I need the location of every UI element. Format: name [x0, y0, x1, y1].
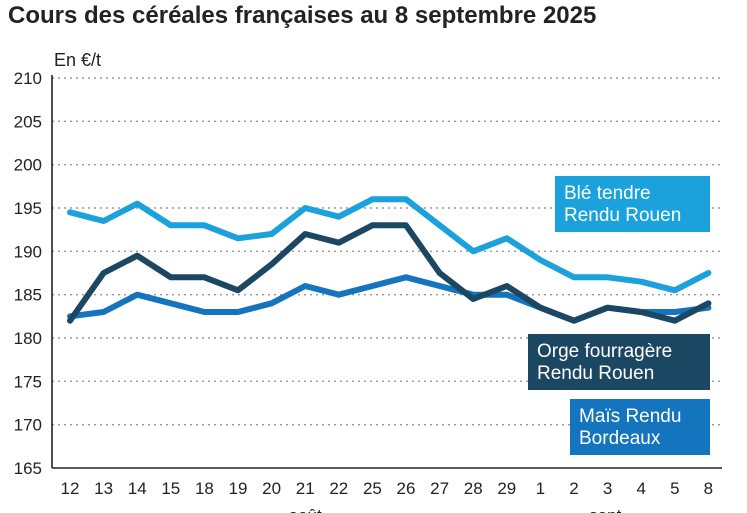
y-tick-label: 175: [14, 372, 42, 391]
x-tick-label: 28: [464, 479, 483, 498]
month-label: août: [289, 506, 322, 513]
y-tick-label: 180: [14, 329, 42, 348]
x-tick-label: 26: [397, 479, 416, 498]
x-tick-label: 5: [670, 479, 679, 498]
y-axis-unit-label: En €/t: [54, 50, 101, 70]
x-tick-label: 13: [94, 479, 113, 498]
legend-text: Maïs Rendu: [579, 406, 681, 427]
legend-text: Orge fourragère: [537, 341, 672, 362]
y-tick-label: 205: [14, 112, 42, 131]
series-line-2: [67, 222, 712, 324]
chart-title: Cours des céréales françaises au 8 septe…: [8, 2, 597, 29]
x-tick-label: 8: [704, 479, 713, 498]
legend-text: Blé tendre: [564, 183, 651, 204]
y-tick-label: 165: [14, 459, 42, 478]
x-tick-label: 3: [603, 479, 612, 498]
x-tick-label: 14: [128, 479, 147, 498]
y-tick-label: 195: [14, 199, 42, 218]
legend-box-1: [555, 176, 710, 232]
legend-box-3: [570, 399, 710, 455]
month-labels: août sept.: [289, 506, 626, 513]
x-tick-label: 2: [569, 479, 578, 498]
x-tick-label: 25: [363, 479, 382, 498]
x-tick-label: 29: [497, 479, 516, 498]
y-tick-label: 200: [14, 156, 42, 175]
y-tick-label: 185: [14, 286, 42, 305]
x-tick-labels: 12 13 14 15 18 19 20 21 22 25 26 27 28 29 1 2 3 4 5 8: [61, 479, 714, 498]
x-tick-label: 15: [161, 479, 180, 498]
y-tick-label: 170: [14, 416, 42, 435]
y-tick-label: 210: [14, 69, 42, 88]
y-tick-labels: 165 170 175 180 185 190 195 200 205 210: [14, 69, 42, 478]
x-tick-label: 4: [636, 479, 645, 498]
legend-box-2: [528, 334, 710, 390]
legend-text: Rendu Rouen: [564, 205, 681, 226]
x-tick-label: 19: [229, 479, 248, 498]
x-tick-label: 18: [195, 479, 214, 498]
month-label: sept.: [589, 506, 626, 513]
series-line-1: [67, 196, 712, 294]
y-tick-label: 190: [14, 242, 42, 261]
x-tick-label: 12: [61, 479, 80, 498]
series-line-3: [67, 274, 712, 324]
x-tick-label: 21: [296, 479, 315, 498]
legend-text: Bordeaux: [579, 428, 661, 449]
x-tick-label: 22: [329, 479, 348, 498]
series-layer: [67, 196, 712, 324]
legend-text: Rendu Rouen: [537, 363, 654, 384]
x-tick-label: 27: [430, 479, 449, 498]
x-tick-label: 20: [262, 479, 281, 498]
x-tick-label: 1: [536, 479, 545, 498]
